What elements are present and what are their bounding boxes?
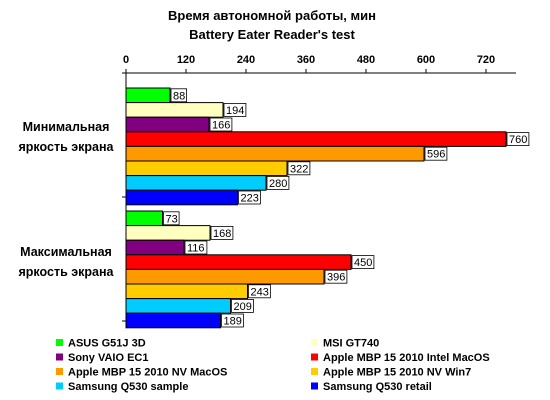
- bar: [125, 116, 210, 133]
- data-label-box: [231, 298, 254, 313]
- legend-swatch: [311, 368, 318, 375]
- legend-label: Apple MBP 15 2010 Intel MacOS: [323, 352, 490, 364]
- data-label: 223: [241, 193, 259, 205]
- legend: ASUS G51J 3D MSI GT740 Sony VAIO EC1 Apple …: [56, 338, 490, 393]
- bar: [125, 298, 231, 314]
- data-label-box: [223, 103, 247, 117]
- legend-label: Samsung Q530 sample: [68, 381, 188, 393]
- category-label: яркость экрана: [19, 265, 115, 279]
- category-label: яркость экрана: [19, 140, 115, 154]
- data-label-box: [238, 190, 261, 205]
- data-label-box: [248, 284, 271, 299]
- data-label-box: [170, 88, 188, 103]
- data-label: 396: [327, 272, 345, 284]
- bar: [125, 312, 221, 329]
- x-tick-label: 120: [177, 54, 195, 66]
- legend-swatch: [311, 382, 318, 390]
- bar: [125, 225, 211, 241]
- bar: [125, 131, 507, 147]
- x-axis-ticks: 0 120 240 360 480 600 720: [122, 54, 495, 322]
- legend-label: Sony VAIO EC1: [68, 352, 148, 364]
- chart-title: Время автономной работы, мин: [168, 8, 376, 23]
- bar: [125, 239, 185, 256]
- data-label: 596: [427, 149, 445, 161]
- data-label-box: [424, 146, 448, 161]
- x-tick-label: 720: [477, 54, 495, 66]
- bar: [125, 283, 248, 300]
- data-label: 166: [212, 120, 230, 132]
- data-label: 116: [187, 243, 205, 255]
- data-label-box: [221, 313, 244, 328]
- chart-subtitle: Battery Eater Reader's test: [189, 27, 355, 42]
- data-label-box: [266, 175, 290, 190]
- data-label-box: [351, 255, 375, 270]
- bar: [125, 102, 224, 118]
- bar: [125, 210, 163, 227]
- legend-label: Samsung Q530 retail: [323, 381, 432, 393]
- legend-swatch: [56, 353, 63, 361]
- data-label: 73: [166, 213, 178, 225]
- data-label-box: [184, 240, 208, 255]
- bar: [125, 175, 267, 191]
- category-label: Максимальная: [20, 245, 112, 259]
- legend-label: MSI GT740: [323, 338, 379, 350]
- legend-swatch: [311, 353, 318, 361]
- bar: [125, 254, 352, 270]
- x-tick-label: 600: [417, 54, 435, 66]
- data-label: 168: [213, 228, 231, 240]
- data-label-box: [163, 211, 180, 226]
- x-tick-label: 0: [123, 54, 129, 66]
- data-label-box: [209, 117, 233, 132]
- bar: [125, 145, 425, 162]
- legend-label: ASUS G51J 3D: [68, 338, 146, 350]
- x-tick-label: 240: [237, 54, 255, 66]
- x-tick-label: 480: [357, 54, 375, 66]
- x-tick-label: 360: [297, 54, 315, 66]
- legend-swatch: [56, 339, 63, 346]
- data-label: 322: [290, 163, 308, 175]
- data-label: 280: [269, 178, 287, 190]
- category-labels: Минимальная яркость экрана Максимальная ярк…: [19, 120, 115, 279]
- data-label: 88: [173, 90, 185, 102]
- data-label: 243: [251, 286, 269, 298]
- data-label: 760: [509, 134, 527, 146]
- bar: [125, 160, 288, 177]
- legend-label: Apple MBP 15 2010 NV Win7: [323, 367, 471, 379]
- bar: [125, 87, 171, 104]
- legend-label: Apple MBP 15 2010 NV MacOS: [68, 367, 227, 379]
- legend-swatch: [56, 382, 63, 390]
- data-label-box: [506, 132, 530, 147]
- data-label: 194: [226, 105, 244, 117]
- legend-swatch: [311, 339, 318, 346]
- legend-swatch: [56, 368, 63, 375]
- data-label: 189: [224, 316, 242, 328]
- category-label: Минимальная: [23, 120, 110, 134]
- bar: [125, 268, 325, 285]
- bar: [125, 189, 238, 206]
- data-label-box: [210, 225, 234, 240]
- data-label: 209: [234, 301, 252, 313]
- data-label-box: [324, 269, 348, 284]
- data-label: 450: [354, 257, 372, 269]
- data-label-box: [287, 161, 311, 176]
